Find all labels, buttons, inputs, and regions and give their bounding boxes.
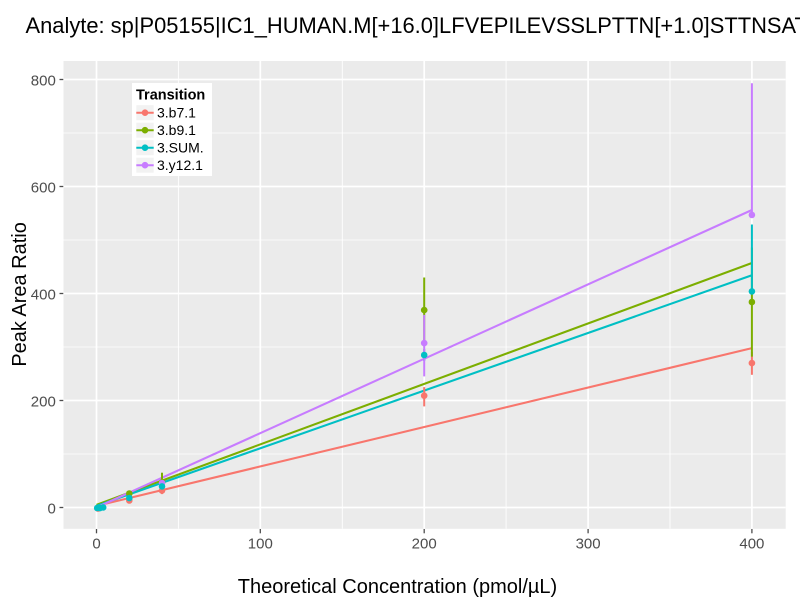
svg-text:600: 600 [31,180,56,197]
svg-text:0: 0 [92,535,100,552]
svg-text:400: 400 [739,535,764,552]
svg-text:Analyte: sp|P05155|IC1_HUMAN.M: Analyte: sp|P05155|IC1_HUMAN.M[+16.0]LFV… [26,13,800,38]
svg-text:400: 400 [31,287,56,304]
svg-text:200: 200 [31,394,56,411]
svg-text:Transition: Transition [136,88,205,104]
svg-text:300: 300 [576,535,601,552]
svg-text:Peak Area Ratio: Peak Area Ratio [9,222,31,367]
svg-text:Theoretical Concentration (pmo: Theoretical Concentration (pmol/µL) [238,576,557,598]
svg-text:3.SUM.: 3.SUM. [157,140,204,156]
svg-text:3.b7.1: 3.b7.1 [157,105,196,121]
svg-text:0: 0 [47,501,55,518]
svg-text:100: 100 [248,535,273,552]
svg-text:3.y12.1: 3.y12.1 [157,157,203,173]
svg-text:800: 800 [31,73,56,90]
svg-text:3.b9.1: 3.b9.1 [157,122,196,138]
svg-text:200: 200 [412,535,437,552]
